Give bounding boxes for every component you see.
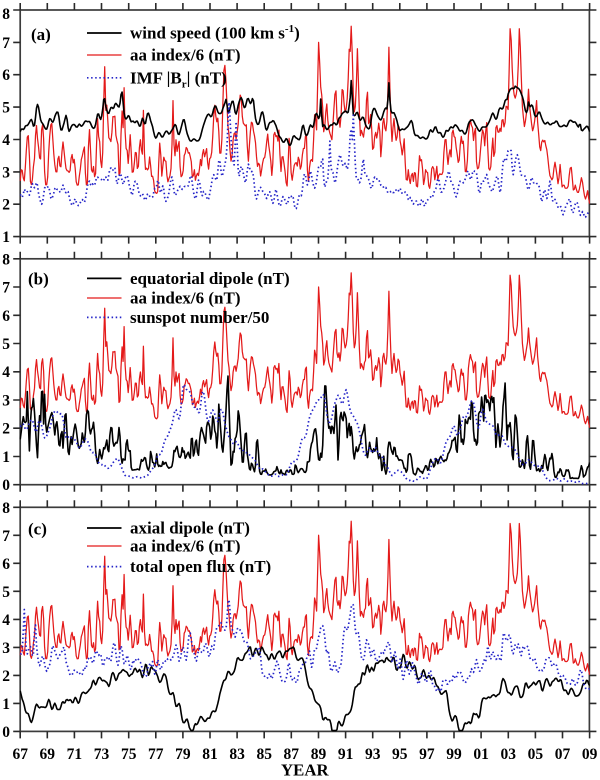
svg-text:09: 09 <box>582 746 598 763</box>
svg-text:1: 1 <box>2 696 10 713</box>
svg-text:77: 77 <box>148 746 164 763</box>
svg-text:2: 2 <box>2 197 10 214</box>
svg-text:6: 6 <box>2 67 10 84</box>
svg-text:wind speed (100 km s-1): wind speed (100 km s-1) <box>130 23 300 43</box>
svg-text:2: 2 <box>2 421 10 438</box>
svg-text:aa index/6 (nT): aa index/6 (nT) <box>130 537 241 556</box>
svg-text:83: 83 <box>229 746 245 763</box>
svg-text:05: 05 <box>528 746 544 763</box>
svg-text:(a): (a) <box>31 25 51 44</box>
svg-text:71: 71 <box>67 746 83 763</box>
svg-text:07: 07 <box>555 746 571 763</box>
svg-text:89: 89 <box>311 746 327 763</box>
svg-text:7: 7 <box>2 528 10 545</box>
svg-text:3: 3 <box>2 393 10 410</box>
svg-text:8: 8 <box>2 500 10 517</box>
svg-text:axial dipole (nT): axial dipole (nT) <box>130 519 250 538</box>
svg-text:0: 0 <box>2 724 10 741</box>
svg-text:5: 5 <box>2 336 10 353</box>
svg-text:aa index/6 (nT): aa index/6 (nT) <box>130 289 241 308</box>
svg-text:6: 6 <box>2 308 10 325</box>
svg-text:01: 01 <box>473 746 489 763</box>
svg-text:81: 81 <box>202 746 218 763</box>
svg-text:3: 3 <box>2 640 10 657</box>
svg-text:6: 6 <box>2 556 10 573</box>
svg-text:99: 99 <box>446 746 462 763</box>
svg-text:2: 2 <box>2 668 10 685</box>
svg-text:4: 4 <box>2 364 10 381</box>
svg-text:69: 69 <box>40 746 56 763</box>
svg-text:5: 5 <box>2 584 10 601</box>
svg-text:4: 4 <box>2 132 10 149</box>
svg-text:YEAR: YEAR <box>281 761 329 780</box>
svg-text:85: 85 <box>256 746 272 763</box>
svg-text:79: 79 <box>175 746 191 763</box>
svg-text:8: 8 <box>2 251 10 268</box>
svg-text:7: 7 <box>2 35 10 52</box>
svg-text:total open flux (nT): total open flux (nT) <box>130 557 271 576</box>
svg-text:93: 93 <box>365 746 381 763</box>
svg-text:(c): (c) <box>28 520 47 539</box>
svg-text:67: 67 <box>12 746 28 763</box>
svg-text:91: 91 <box>338 746 354 763</box>
svg-text:97: 97 <box>419 746 435 763</box>
svg-text:5: 5 <box>2 100 10 117</box>
svg-text:sunspot number/50: sunspot number/50 <box>130 308 269 327</box>
svg-text:1: 1 <box>2 449 10 466</box>
svg-text:8: 8 <box>2 6 10 23</box>
svg-text:75: 75 <box>121 746 137 763</box>
svg-text:IMF |Br| (nT): IMF |Br| (nT) <box>130 68 227 90</box>
svg-text:87: 87 <box>284 746 300 763</box>
svg-text:4: 4 <box>2 612 10 629</box>
svg-text:aa index/6 (nT): aa index/6 (nT) <box>130 46 241 65</box>
svg-text:03: 03 <box>501 746 517 763</box>
svg-text:1: 1 <box>2 229 10 246</box>
svg-text:3: 3 <box>2 164 10 181</box>
svg-text:equatorial dipole (nT): equatorial dipole (nT) <box>130 269 290 288</box>
svg-text:95: 95 <box>392 746 408 763</box>
svg-text:73: 73 <box>94 746 110 763</box>
svg-text:(b): (b) <box>28 270 49 289</box>
svg-text:7: 7 <box>2 280 10 297</box>
svg-text:0: 0 <box>2 477 10 494</box>
